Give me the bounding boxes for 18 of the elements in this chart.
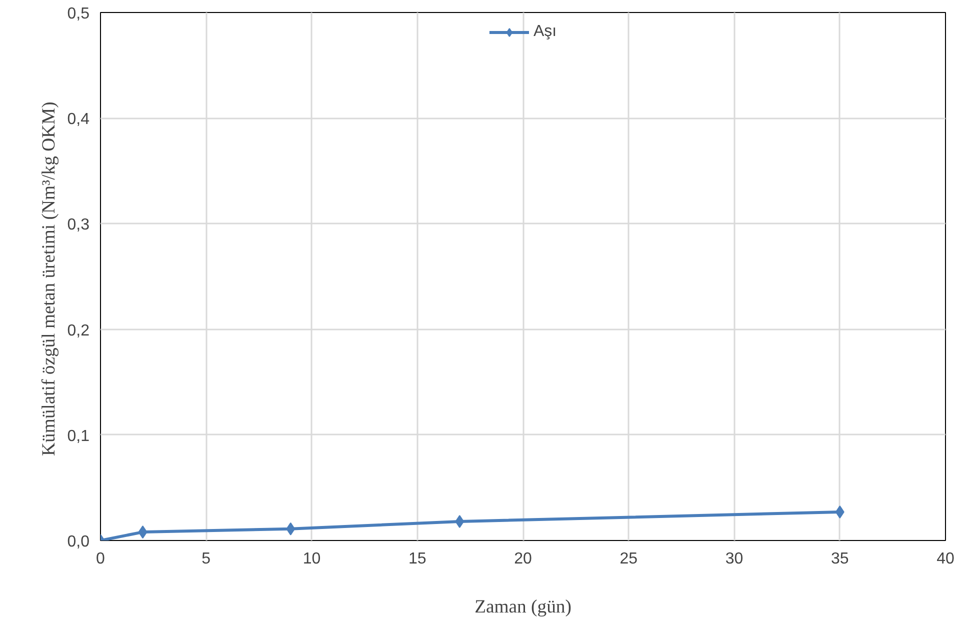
x-tick-label: 5 <box>202 550 211 568</box>
y-tick-label: 0,1 <box>67 428 90 445</box>
y-tick-label: 0,3 <box>67 216 90 234</box>
x-tick-label: 0 <box>96 550 106 568</box>
y-tick-label: 0,2 <box>67 322 90 340</box>
x-tick-label: 15 <box>408 550 426 568</box>
x-tick-label: 10 <box>302 550 321 568</box>
y-tick-label: 0,5 <box>67 6 90 22</box>
y-tick-label: 0,4 <box>67 111 90 128</box>
x-tick-label: 30 <box>725 550 744 568</box>
legend-label: Aşı <box>533 23 557 41</box>
x-axis-title: Zaman (gün) <box>474 596 572 618</box>
x-tick-label: 40 <box>936 550 954 568</box>
y-tick-label: 0,0 <box>67 534 90 550</box>
y-axis-title: Kümülatif özgül metan üretimi (Nm³/kg OKM) <box>38 102 60 456</box>
x-tick-label: 35 <box>830 550 849 568</box>
x-tick-label: 25 <box>620 550 638 568</box>
x-tick-label: 20 <box>514 550 532 568</box>
